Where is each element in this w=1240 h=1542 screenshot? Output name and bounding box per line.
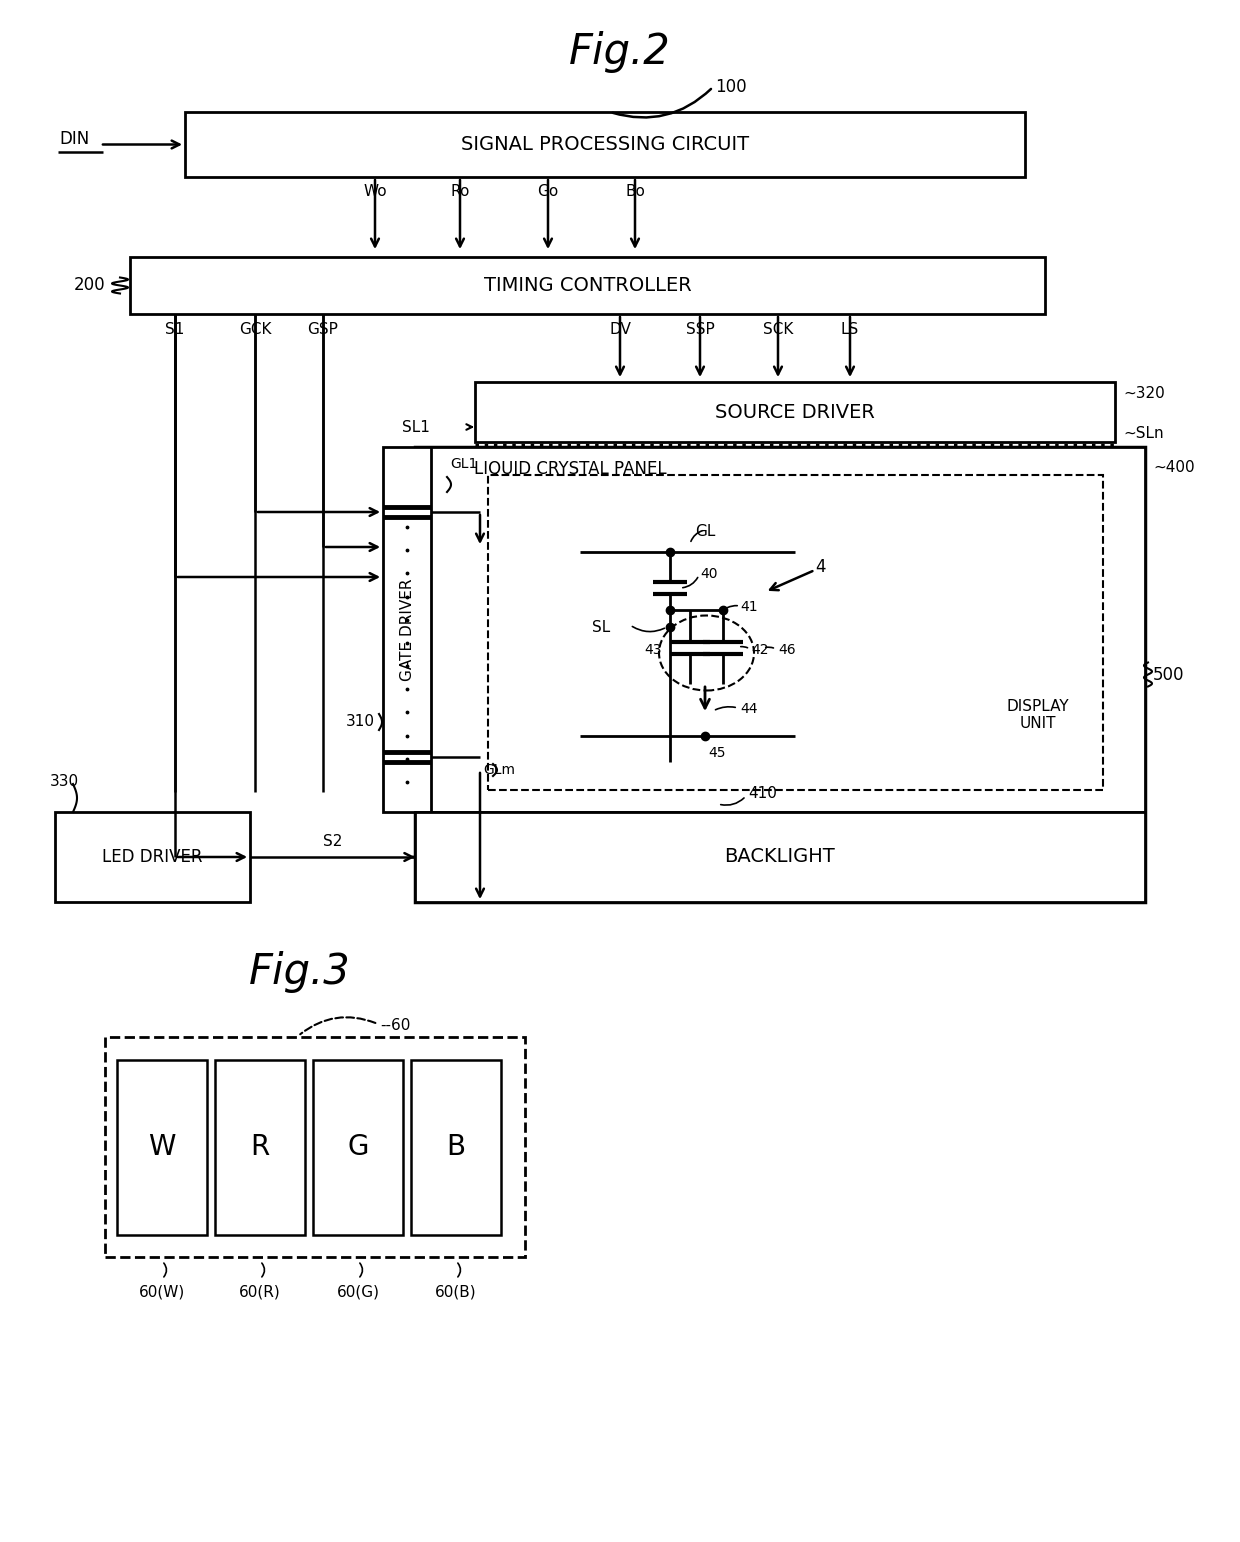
Text: GL1: GL1 — [450, 456, 477, 470]
Text: S2: S2 — [322, 834, 342, 848]
Text: Ro: Ro — [450, 185, 470, 199]
Text: 45: 45 — [708, 746, 725, 760]
Text: Bo: Bo — [625, 185, 645, 199]
Text: LS: LS — [841, 322, 859, 338]
Text: Go: Go — [537, 185, 559, 199]
Text: W: W — [149, 1133, 176, 1161]
Text: R: R — [250, 1133, 269, 1161]
Text: Wo: Wo — [363, 185, 387, 199]
Text: LIQUID CRYSTAL PANEL: LIQUID CRYSTAL PANEL — [474, 460, 666, 478]
Text: GL: GL — [694, 524, 715, 540]
Text: DISPLAY
UNIT: DISPLAY UNIT — [1007, 699, 1069, 731]
Bar — [185, 113, 1025, 177]
Bar — [415, 447, 1145, 902]
Bar — [410, 1059, 501, 1235]
Text: 60(G): 60(G) — [336, 1284, 379, 1300]
Text: 60(R): 60(R) — [239, 1284, 281, 1300]
Text: SIGNAL PROCESSING CIRCUIT: SIGNAL PROCESSING CIRCUIT — [461, 136, 749, 154]
Bar — [415, 447, 1145, 813]
Text: SL1: SL1 — [402, 419, 430, 435]
Text: GCK: GCK — [239, 322, 272, 338]
Text: --60: --60 — [379, 1018, 410, 1033]
Text: LED DRIVER: LED DRIVER — [102, 848, 203, 867]
Text: 4: 4 — [815, 558, 826, 577]
Text: ~SLn: ~SLn — [1123, 427, 1163, 441]
Bar — [117, 1059, 207, 1235]
Bar — [415, 813, 1145, 902]
Text: DV: DV — [609, 322, 631, 338]
Text: GSP: GSP — [308, 322, 339, 338]
Text: SCK: SCK — [763, 322, 794, 338]
Text: 410: 410 — [748, 786, 777, 802]
Bar — [383, 447, 432, 813]
Text: ~400: ~400 — [1153, 460, 1194, 475]
Text: B: B — [446, 1133, 465, 1161]
Bar — [55, 813, 250, 902]
Text: 44: 44 — [740, 702, 758, 715]
Text: 42: 42 — [751, 643, 769, 657]
Text: 310: 310 — [346, 714, 374, 729]
Text: G: G — [347, 1133, 368, 1161]
Text: ~320: ~320 — [1123, 387, 1164, 401]
Text: TIMING CONTROLLER: TIMING CONTROLLER — [484, 276, 692, 295]
Text: Fig.2: Fig.2 — [569, 31, 671, 72]
Text: 60(W): 60(W) — [139, 1284, 185, 1300]
Text: BACKLIGHT: BACKLIGHT — [724, 848, 836, 867]
Text: 40: 40 — [701, 567, 718, 581]
Text: 500: 500 — [1153, 666, 1184, 683]
Text: 100: 100 — [715, 79, 746, 96]
Text: 60(B): 60(B) — [435, 1284, 477, 1300]
Bar — [312, 1059, 403, 1235]
Text: 200: 200 — [73, 276, 105, 295]
Text: S1: S1 — [165, 322, 185, 338]
Bar — [130, 258, 1045, 315]
Text: SOURCE DRIVER: SOURCE DRIVER — [715, 402, 875, 421]
Text: SSP: SSP — [686, 322, 714, 338]
Text: 330: 330 — [50, 774, 79, 790]
Bar — [215, 1059, 305, 1235]
Text: SL: SL — [591, 620, 610, 634]
Text: GLm: GLm — [484, 763, 515, 777]
Text: 43: 43 — [645, 643, 662, 657]
Text: Fig.3: Fig.3 — [249, 951, 351, 993]
Text: GATE DRIVER: GATE DRIVER — [399, 578, 414, 680]
Text: DIN: DIN — [60, 131, 91, 148]
Bar — [489, 475, 1104, 790]
Bar — [475, 382, 1115, 443]
Bar — [105, 1038, 525, 1257]
Text: 46: 46 — [777, 643, 796, 657]
Text: 41: 41 — [740, 600, 758, 614]
